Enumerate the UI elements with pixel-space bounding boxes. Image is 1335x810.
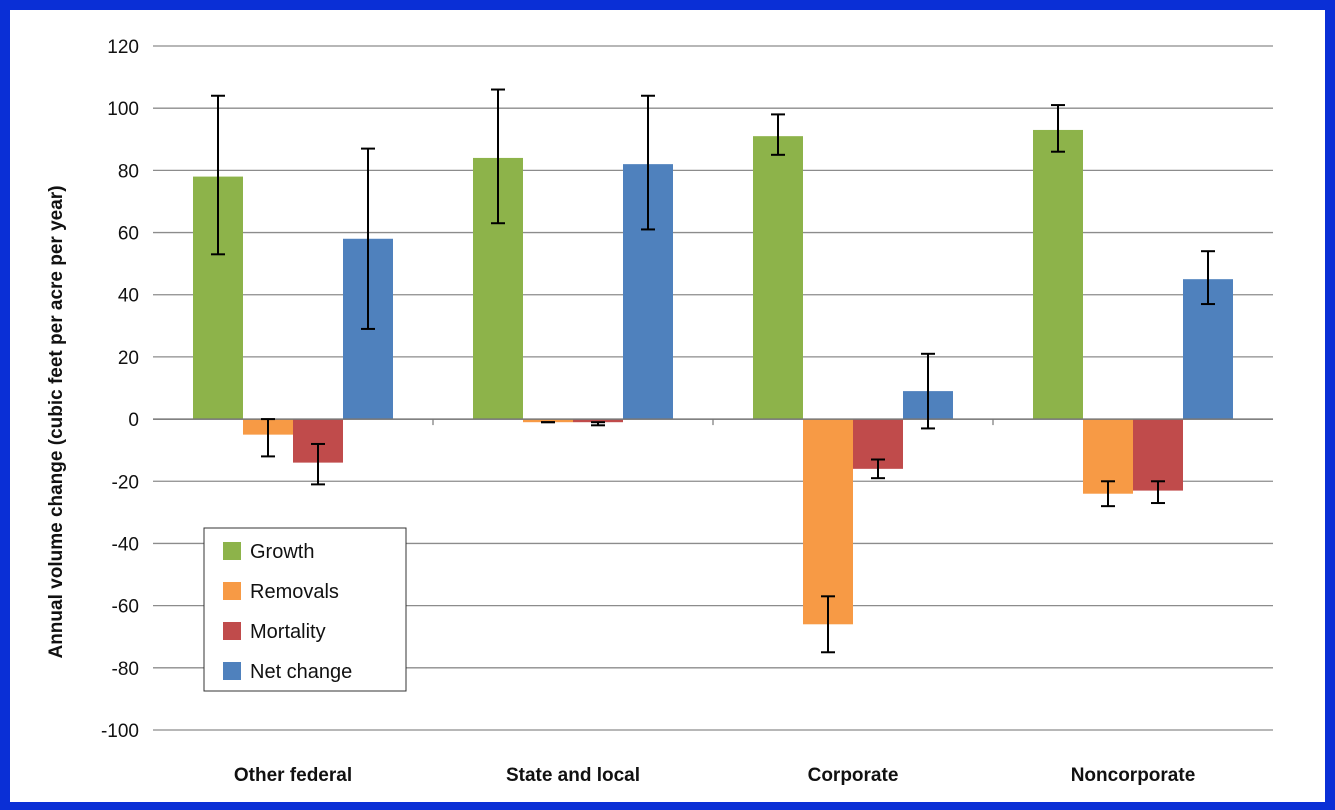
chart-frame: 120 100 80 60 40 20 0 -20 -40 -60 -80 -100 Other fe… bbox=[10, 10, 1325, 802]
y-tick-label: -100 bbox=[101, 721, 139, 742]
error-bar-removals-noncorporate bbox=[1101, 480, 1115, 508]
y-axis-title: Annual volume change (cubic feet per acr… bbox=[46, 185, 67, 658]
y-tick-label: 100 bbox=[107, 99, 139, 120]
error-bar-net-change-corporate bbox=[921, 352, 935, 430]
legend-item-removals: Removals bbox=[223, 581, 339, 603]
legend: Growth Removals Mortality Net change bbox=[203, 527, 407, 692]
y-tick-label: 80 bbox=[118, 161, 139, 182]
error-bar-growth-state-and-local bbox=[491, 88, 505, 225]
legend-swatch bbox=[223, 662, 241, 680]
bar-removals-corporate bbox=[803, 419, 853, 625]
error-bars bbox=[211, 88, 1215, 654]
legend-swatch bbox=[223, 622, 241, 640]
bar-mortality-state-and-local bbox=[573, 419, 623, 423]
error-bar-growth-corporate bbox=[771, 113, 785, 156]
error-bar-mortality-corporate bbox=[871, 458, 885, 480]
bar-chart: 120 100 80 60 40 20 0 -20 -40 -60 -80 -100 Other fe… bbox=[46, 37, 1273, 786]
error-bar-mortality-other-federal bbox=[311, 442, 325, 486]
error-bar-net-change-state-and-local bbox=[641, 94, 655, 231]
category-label-other-federal: Other federal bbox=[234, 765, 352, 786]
bar-growth-corporate bbox=[753, 136, 803, 420]
error-bar-removals-corporate bbox=[821, 595, 835, 654]
error-bar-net-change-noncorporate bbox=[1201, 250, 1215, 306]
error-bar-growth-noncorporate bbox=[1051, 104, 1065, 153]
legend-label: Mortality bbox=[250, 621, 326, 643]
y-tick-label: 60 bbox=[118, 224, 139, 245]
x-axis-categories: Other federal State and local Corporate Non… bbox=[234, 765, 1195, 786]
error-bar-mortality-noncorporate bbox=[1151, 480, 1165, 505]
y-tick-label: 40 bbox=[118, 286, 139, 307]
y-tick-label: 0 bbox=[128, 410, 139, 431]
category-label-noncorporate: Noncorporate bbox=[1071, 765, 1196, 786]
y-tick-label: -40 bbox=[112, 534, 139, 555]
error-bar-net-change-other-federal bbox=[361, 147, 375, 330]
zero-axis bbox=[153, 418, 1273, 426]
bar-growth-noncorporate bbox=[1033, 129, 1083, 420]
y-tick-label: -80 bbox=[112, 659, 139, 680]
error-bar-growth-other-federal bbox=[211, 94, 225, 256]
legend-label: Net change bbox=[250, 661, 352, 683]
y-axis-ticks: 120 100 80 60 40 20 0 -20 -40 -60 -80 -100 bbox=[101, 37, 139, 742]
legend-item-mortality: Mortality bbox=[223, 621, 326, 643]
y-tick-label: -20 bbox=[112, 472, 139, 493]
error-bar-mortality-state-and-local bbox=[591, 421, 605, 427]
legend-label: Removals bbox=[250, 581, 339, 603]
error-bar-removals-other-federal bbox=[261, 418, 275, 458]
legend-item-growth: Growth bbox=[223, 541, 314, 563]
legend-item-net-change: Net change bbox=[223, 661, 352, 683]
legend-label: Growth bbox=[250, 541, 314, 563]
category-label-state-and-local: State and local bbox=[506, 765, 640, 786]
legend-swatch bbox=[223, 542, 241, 560]
legend-swatch bbox=[223, 582, 241, 600]
bars bbox=[193, 129, 1233, 625]
category-label-corporate: Corporate bbox=[808, 765, 899, 786]
bar-removals-state-and-local bbox=[523, 419, 573, 423]
y-tick-label: 120 bbox=[107, 37, 139, 58]
bar-mortality-noncorporate bbox=[1133, 419, 1183, 491]
y-tick-label: 20 bbox=[118, 348, 139, 369]
y-tick-label: -60 bbox=[112, 597, 139, 618]
